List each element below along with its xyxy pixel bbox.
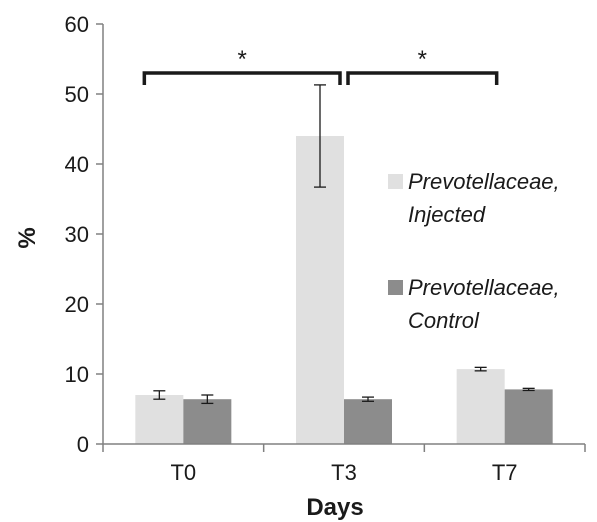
y-tick-label: 30 — [65, 222, 89, 247]
bar — [504, 389, 553, 444]
bar — [135, 395, 184, 444]
x-axis-title: Days — [306, 494, 363, 521]
significance-bracket — [142, 71, 342, 85]
x-tick-label: T7 — [492, 460, 518, 485]
legend-label: Prevotellaceae, Control — [408, 275, 560, 333]
significance-label: * — [418, 46, 427, 73]
y-tick-label: 60 — [65, 12, 89, 37]
y-tick-label: 10 — [65, 362, 89, 387]
significance-label: * — [237, 46, 246, 73]
bar — [456, 369, 505, 444]
bar — [344, 399, 392, 444]
significance-brackets: * * — [142, 46, 499, 85]
x-tick-label: T0 — [170, 460, 196, 485]
legend-swatch — [388, 174, 403, 189]
y-tick-label: 40 — [65, 152, 89, 177]
error-bars — [153, 84, 535, 405]
y-axis-title: % — [14, 227, 41, 248]
y-tick-label: 50 — [65, 82, 89, 107]
significance-bracket — [346, 71, 499, 85]
x-tick-label: T3 — [331, 460, 357, 485]
bars — [135, 136, 553, 444]
y-tick-label: 20 — [65, 292, 89, 317]
legend: Prevotellaceae, Injected Prevotellaceae, Co… — [388, 169, 560, 333]
legend-label: Prevotellaceae, Injected — [408, 169, 560, 227]
legend-swatch — [388, 280, 403, 295]
bar — [183, 399, 232, 444]
y-tick-label: 0 — [77, 432, 89, 457]
x-axis: T0 T3 T7 — [102, 443, 586, 485]
y-axis-ticks: 0 10 20 30 40 50 60 — [65, 12, 104, 457]
